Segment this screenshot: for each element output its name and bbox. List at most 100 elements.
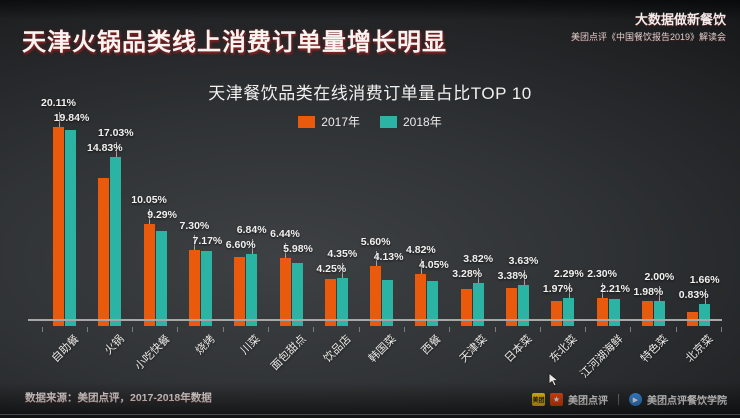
value-label: 7.30% [179,219,210,232]
axis-tick [268,327,269,332]
value-label: 17.03% [97,126,134,139]
bar-2017-日本菜 [506,287,517,326]
bar-2018-西餐 [427,281,439,326]
label-leader-line [342,263,344,279]
bar-2018-日本菜 [518,285,529,326]
axis-tick [403,327,405,332]
bar-2018-川菜 [246,254,258,326]
axis-tick [721,327,722,332]
brand-name-2: 美团点评餐饮学院 [647,396,727,407]
category-label-韩国菜: 韩国菜 [366,333,399,365]
bar-2017-面包甜点 [279,258,291,326]
axis-tick [449,327,451,332]
label-leader-line [251,239,253,255]
page-title: 天津火锅品类线上消费订单量增长明显 [22,29,447,56]
axis-tick [358,327,360,332]
value-label: 14.83% [86,141,123,154]
value-label: 4.82% [406,243,436,256]
value-label: 4.05% [419,258,449,271]
bar-2017-饮品店 [324,279,336,326]
value-label: 1.66% [689,274,720,287]
legend-label-2017: 2017年 [321,115,360,129]
label-leader-line [149,208,151,224]
corner-branding: 大数据做新餐饮 美团点评《中国餐饮报告2019》解读会 [571,9,726,43]
bar-2017-特色菜 [641,300,653,326]
category-label-小吃快餐: 小吃快餐 [132,333,173,373]
academy-logo-icon: ▶ [629,393,642,406]
bar-2018-江河湖海鲜 [608,298,620,326]
category-label-江河湖海鲜: 江河湖海鲜 [577,333,626,381]
bar-2018-火锅 [110,156,122,326]
bar-2018-韩国菜 [382,280,394,326]
meituan-logo-icon: 美团 [532,393,545,406]
value-label: 4.13% [373,251,404,264]
category-label-特色菜: 特色菜 [638,333,671,365]
label-leader-line [659,285,661,301]
label-leader-line [523,270,525,286]
category-label-火锅: 火锅 [102,333,127,358]
label-leader-line [478,268,480,284]
legend-swatch-2018 [380,115,397,128]
value-label: 3.82% [463,253,494,266]
axis-tick [585,327,587,332]
label-leader-line [568,283,570,299]
value-label: 5.60% [360,236,391,249]
value-label: 1.98% [633,285,664,298]
bottom-edge-line [0,414,740,415]
legend-item-2018: 2018年 [380,113,442,130]
bar-2017-韩国菜 [370,266,382,326]
value-label: 3.28% [452,268,483,281]
value-label: 4.35% [327,248,358,261]
bar-2017-西餐 [415,273,427,326]
value-label: 6.44% [270,228,300,241]
corner-subtitle: 美团点评《中国餐饮报告2019》解读会 [570,32,726,42]
bar-2017-东北菜 [551,301,563,326]
label-leader-line [194,234,196,250]
value-label: 2.00% [644,270,675,283]
value-label: 6.84% [236,224,267,237]
bar-2017-火锅 [98,177,110,326]
value-label: 20.11% [40,96,77,109]
label-leader-line [285,243,286,259]
value-label: 4.25% [316,263,347,276]
category-label-北京菜: 北京菜 [683,333,716,365]
axis-tick [539,327,541,332]
bar-2018-烧烤 [200,251,212,326]
value-label: 9.29% [147,208,177,221]
label-leader-line [602,282,604,298]
bar-2018-东北菜 [563,298,575,326]
bar-2017-烧烤 [188,249,200,326]
value-label: 2.21% [600,282,630,295]
axis-tick [675,327,677,332]
x-axis-line [28,319,722,321]
label-leader-line [420,258,422,274]
value-label: 19.84% [53,111,90,124]
brand-divider [618,394,619,405]
axis-tick [86,327,88,332]
bar-2017-自助餐 [53,126,64,326]
axis-tick [177,327,179,332]
bar-2018-小吃快餐 [155,230,167,326]
category-label-东北菜: 东北菜 [548,333,580,365]
bar-2017-天津菜 [460,288,472,326]
chart-title: 天津餐饮品类在线消费订单量占比TOP 10 [208,84,532,103]
value-label: 10.05% [131,193,167,206]
label-leader-line [58,111,60,127]
legend-swatch-2017 [298,115,316,128]
axis-tick [132,327,134,332]
category-label-饮品店: 饮品店 [321,333,354,365]
category-label-自助餐: 自助餐 [49,333,82,365]
axis-tick [494,327,496,332]
category-label-川菜: 川菜 [238,333,263,358]
dianping-logo-icon: ★ [550,393,563,406]
axis-tick [222,327,224,332]
bar-2017-小吃快餐 [143,223,155,326]
value-label: 2.29% [553,268,584,281]
value-label: 0.83% [678,289,709,302]
corner-tagline: 大数据做新餐饮 [634,12,726,27]
value-label: 6.60% [225,239,256,252]
value-label: 3.38% [497,270,528,283]
category-label-烧烤: 烧烤 [193,333,218,358]
